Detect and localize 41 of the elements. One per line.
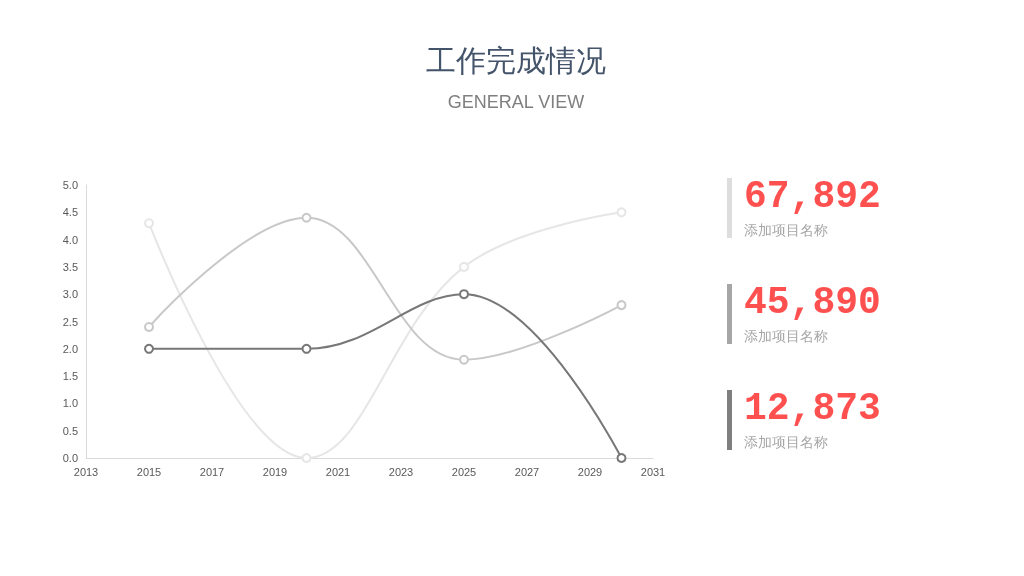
point	[144, 321, 154, 332]
x-tick-label: 2017	[199, 465, 225, 478]
point	[459, 289, 469, 300]
text: 45,890	[744, 281, 881, 324]
x-tick-label: 2023	[388, 465, 414, 478]
x-tick-label: 2025	[451, 465, 477, 478]
y-tick-label: 3.5	[62, 260, 78, 273]
text: 67,892	[744, 175, 881, 218]
y-tick-label: 1.0	[62, 397, 78, 410]
point	[459, 261, 469, 272]
point	[144, 343, 154, 354]
y-tick-label: 2.0	[62, 342, 78, 355]
x-tick-label: 2031	[640, 465, 666, 478]
point	[616, 300, 627, 311]
y-tick-label: 3.0	[62, 288, 78, 301]
x-tick-label: 2013	[73, 465, 99, 478]
text: 添加项目名称	[744, 221, 828, 239]
chart-subtitle: GENERAL VIEW	[447, 92, 585, 112]
x-tick-label: 2021	[325, 465, 351, 478]
point	[301, 212, 312, 223]
x-tick-label: 2027	[514, 465, 540, 478]
y-tick-label: 5.0	[62, 179, 78, 191]
text: 添加项目名称	[744, 327, 828, 345]
y-tick-label: 1.5	[62, 370, 78, 383]
point	[301, 453, 312, 463]
chart-title: 工作完成情况	[426, 42, 606, 78]
y-tick-label: 2.5	[62, 315, 78, 328]
x-tick-label: 2029	[577, 465, 603, 478]
point	[616, 453, 627, 463]
y-tick-label: 4.0	[62, 233, 78, 246]
y-tick-label: 0.0	[62, 452, 78, 464]
point	[616, 207, 627, 218]
y-tick-label: 0.5	[62, 424, 78, 437]
text: 添加项目名称	[744, 433, 828, 451]
text: 12,873	[744, 387, 881, 430]
y-tick-label: 4.5	[62, 206, 78, 219]
point	[301, 343, 312, 354]
x-tick-label: 2019	[262, 465, 288, 478]
point	[459, 354, 469, 365]
x-tick-label: 2015	[136, 465, 162, 478]
point	[144, 218, 154, 229]
